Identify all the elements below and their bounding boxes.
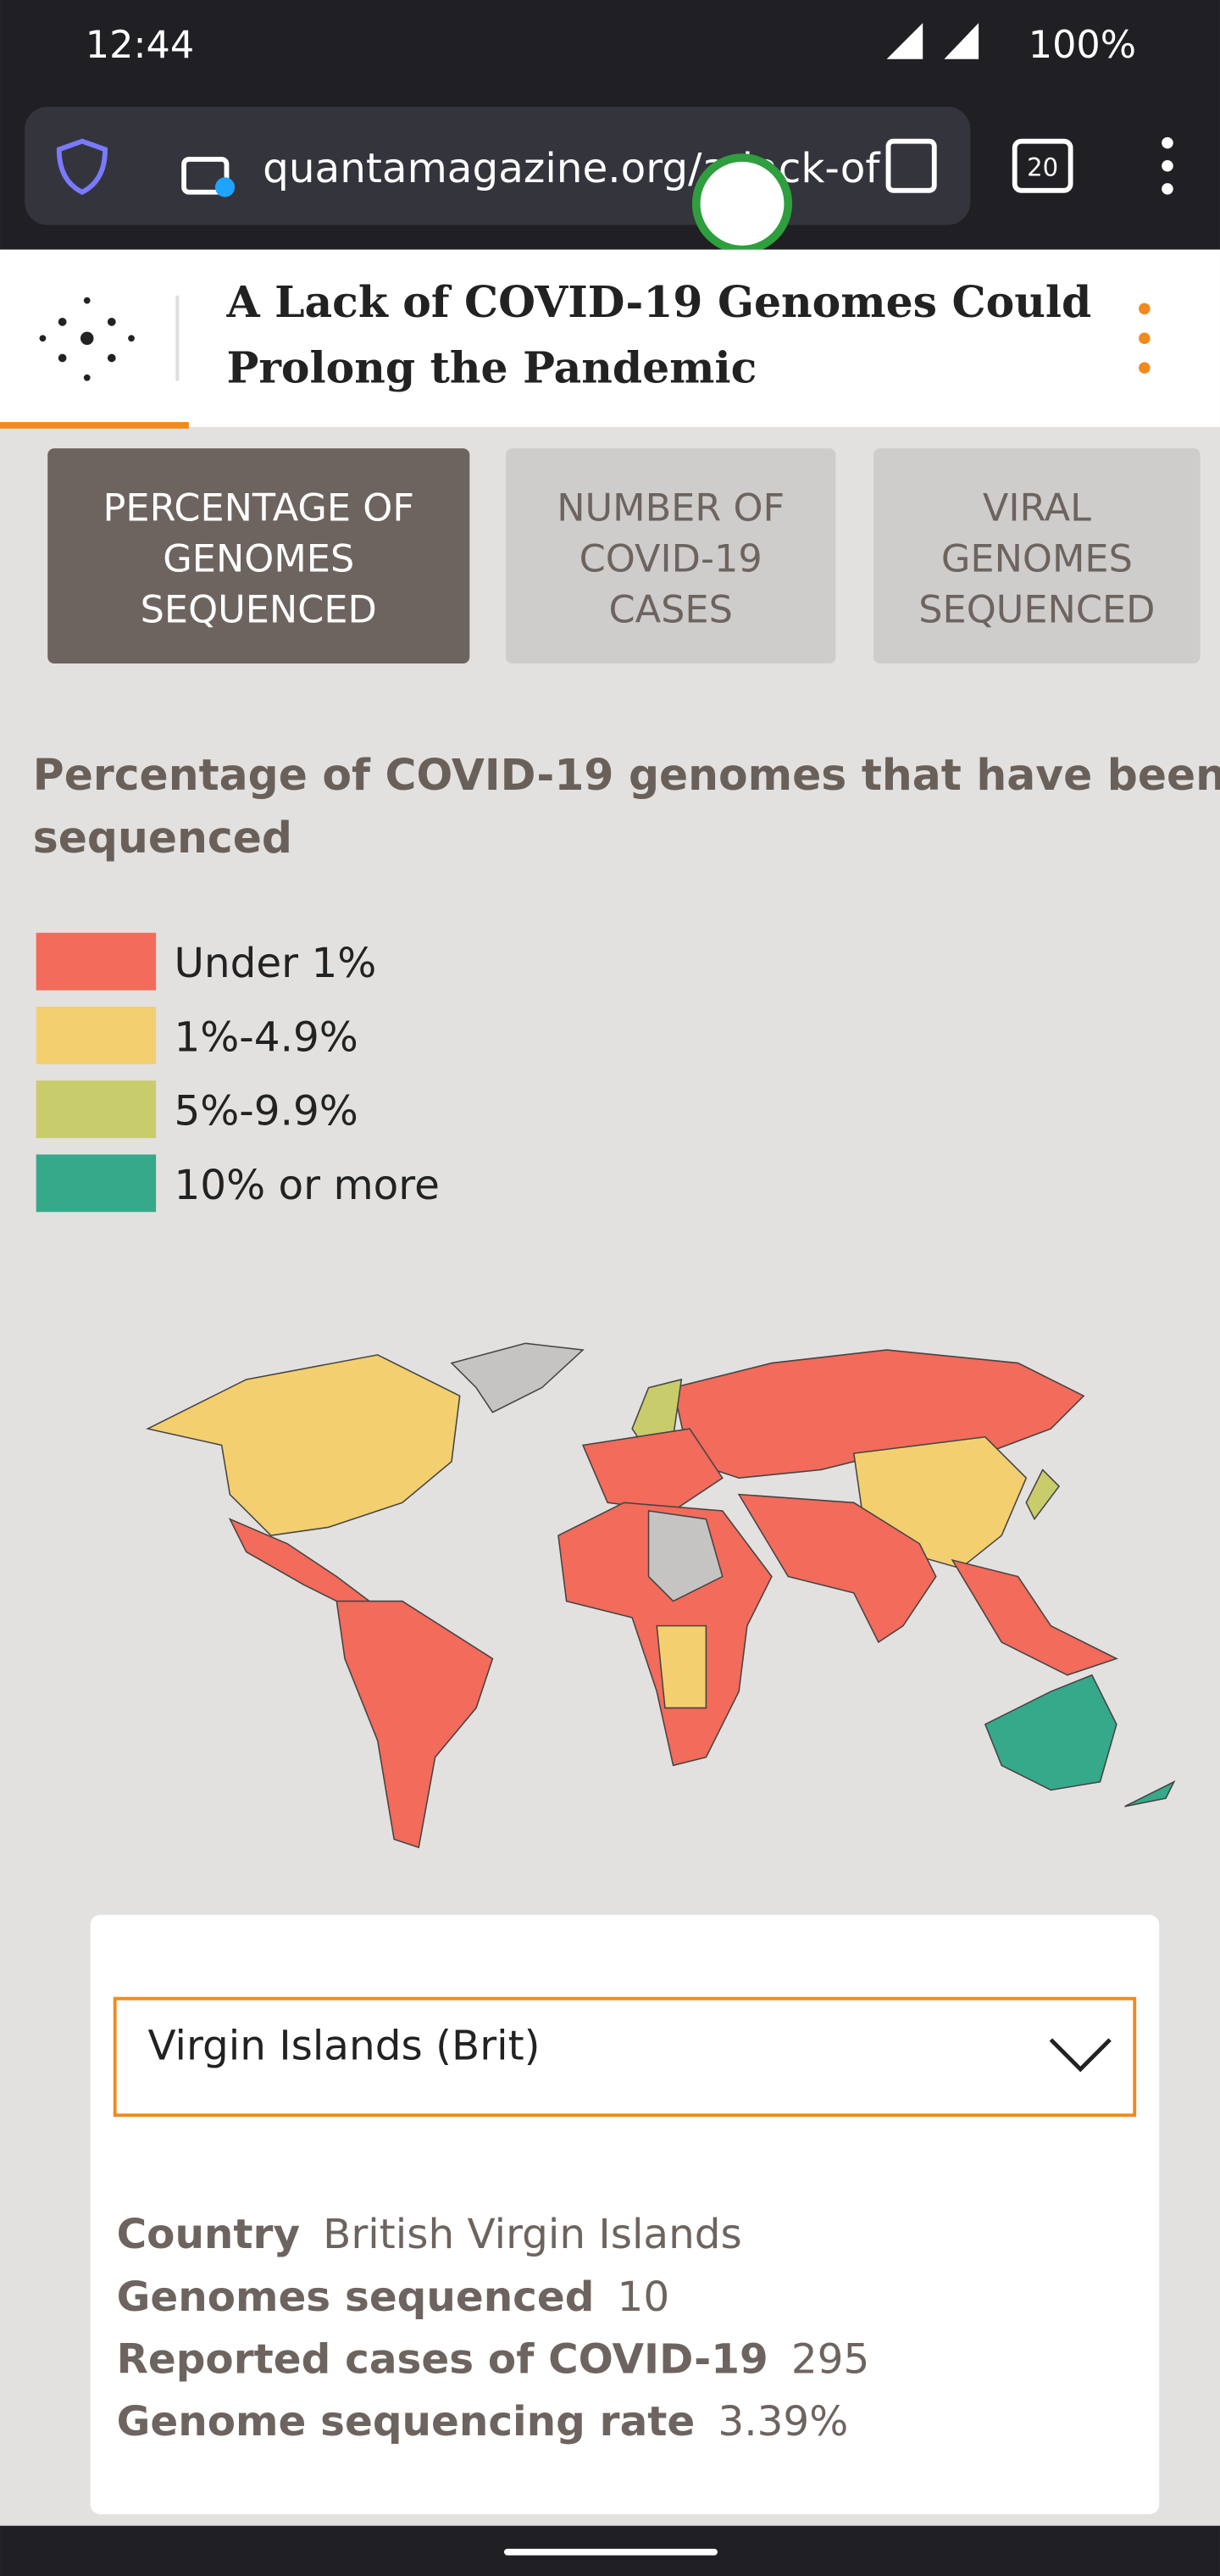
site-logo[interactable] xyxy=(39,297,135,381)
legend-label: Under 1% xyxy=(174,940,376,987)
tab-label[interactable]: NUMBER OF xyxy=(557,486,785,530)
menu-button[interactable] xyxy=(1162,136,1173,195)
detail-row: Reported cases of COVID-19 295 xyxy=(117,2335,870,2383)
progress-bar xyxy=(0,422,189,429)
shield-icon[interactable] xyxy=(56,138,108,196)
tab-label[interactable]: SEQUENCED xyxy=(918,588,1155,632)
touch-indicator xyxy=(691,153,793,254)
article-title: Prolong the Pandemic xyxy=(226,343,757,393)
tab[interactable] xyxy=(47,448,470,663)
tab-label[interactable]: COVID-19 xyxy=(580,536,762,580)
tabs-button[interactable] xyxy=(1012,138,1073,193)
legend-swatch xyxy=(36,1007,157,1064)
detail-label: Country xyxy=(117,2211,300,2258)
detail-label: Genome sequencing rate xyxy=(117,2398,696,2446)
tab-group: PERCENTAGE OF GENOMES SEQUENCED NUMBER OF CO… xyxy=(47,448,1201,663)
tab-label[interactable]: PERCENTAGE OF xyxy=(103,486,414,530)
legend-swatch xyxy=(36,932,157,991)
world-map[interactable] xyxy=(146,1342,1176,1849)
tab-label[interactable]: VIRAL xyxy=(983,486,1091,530)
nav-handle[interactable] xyxy=(503,2548,718,2556)
reader-icon[interactable] xyxy=(885,138,937,193)
header-menu[interactable] xyxy=(1139,303,1151,374)
article-title: A Lack of COVID-19 Genomes Could xyxy=(225,277,1091,327)
country-select[interactable] xyxy=(113,1996,1137,2118)
map-title: Percentage of COVID-19 genomes that have… xyxy=(33,750,1220,800)
status-time: 12:44 xyxy=(86,23,194,67)
legend-label: 10% or more xyxy=(174,1162,439,1209)
tab[interactable] xyxy=(505,448,836,663)
tab-label[interactable]: CASES xyxy=(609,588,733,632)
signal-icons xyxy=(886,23,979,59)
details-fields: Country British Virgin Islands Genomes seq… xyxy=(117,2211,870,2446)
detail-value: 3.39% xyxy=(718,2398,848,2446)
lock-dot xyxy=(214,177,236,197)
detail-row: Genome sequencing rate 3.39% xyxy=(117,2398,849,2446)
legend: Under 1% 1%-4.9% 5%-9.9% 10% or more xyxy=(36,932,440,1213)
dropdown-arrow[interactable] xyxy=(1049,2038,1112,2073)
detail-label: Genomes sequenced xyxy=(117,2273,595,2321)
lock-icon xyxy=(181,157,230,195)
tab[interactable] xyxy=(873,448,1201,663)
tab-label[interactable]: SEQUENCED xyxy=(141,588,377,632)
detail-row: Genomes sequenced 10 xyxy=(117,2273,670,2321)
detail-label: Reported cases of COVID-19 xyxy=(117,2335,768,2383)
selected-country[interactable]: Virgin Islands (Brit) xyxy=(147,2022,540,2069)
detail-value: 10 xyxy=(618,2273,670,2321)
map-title: sequenced xyxy=(33,813,292,863)
detail-row: Country British Virgin Islands xyxy=(117,2211,742,2258)
legend-swatch xyxy=(36,1080,157,1139)
tab-label[interactable]: GENOMES xyxy=(163,536,354,580)
detail-value: British Virgin Islands xyxy=(323,2211,742,2258)
detail-value: 295 xyxy=(791,2335,869,2383)
tab-label[interactable]: GENOMES xyxy=(941,536,1133,580)
status-battery: 100% xyxy=(1029,23,1136,67)
tab-count[interactable]: 20 xyxy=(1027,153,1058,181)
legend-label: 1%-4.9% xyxy=(174,1013,358,1061)
legend-swatch xyxy=(36,1154,157,1213)
legend-label: 5%-9.9% xyxy=(174,1088,358,1135)
site-header xyxy=(0,249,1220,427)
